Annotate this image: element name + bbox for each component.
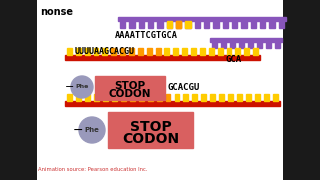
Text: STOP: STOP [115,81,146,91]
Bar [108,112,193,148]
Text: UUUUAAGCACGU: UUUUAAGCACGU [75,47,135,56]
Bar [156,94,162,101]
Bar [244,48,249,55]
Bar [191,48,196,55]
Bar [232,21,237,28]
Bar [239,42,244,48]
Bar [227,48,231,55]
Bar [260,21,265,28]
Text: GCA: GCA [225,55,241,64]
Text: STOP: STOP [130,120,172,134]
Bar [157,21,163,28]
Bar [139,94,144,101]
Bar [148,21,153,28]
Bar [241,21,247,28]
Bar [223,21,228,28]
Bar [176,21,181,28]
Bar [121,94,126,101]
Bar [102,48,107,55]
Bar [67,94,72,101]
Bar [164,48,169,55]
Bar [139,21,144,28]
Bar [85,48,90,55]
Bar [129,48,134,55]
Bar [228,94,233,101]
Text: Phe: Phe [75,84,89,89]
Bar [255,94,260,101]
Bar [213,21,219,28]
Bar [183,94,188,101]
Text: −: − [73,123,83,136]
Bar [111,48,116,55]
Bar [148,94,153,101]
Bar [201,94,206,101]
Bar [273,94,278,101]
Bar [138,48,143,55]
Bar [76,94,81,101]
Bar [173,48,178,55]
Bar [200,48,205,55]
Text: CODON: CODON [109,89,151,99]
Bar [67,48,72,55]
Bar [182,48,187,55]
Bar [246,94,251,101]
Bar [279,21,284,28]
Bar [237,94,242,101]
Bar [174,94,180,101]
Text: GCACGU: GCACGU [168,82,200,91]
Text: Phe: Phe [84,127,100,133]
Bar [185,21,191,28]
Bar [118,17,286,21]
Bar [257,42,262,48]
Bar [93,48,99,55]
Bar [264,94,269,101]
Bar [236,48,240,55]
Bar [167,21,172,28]
Bar [204,21,209,28]
Bar [219,94,224,101]
Bar [65,101,280,106]
Bar [129,21,135,28]
Bar [275,42,280,48]
Bar [120,21,125,28]
Bar [85,94,90,101]
Bar [176,21,181,28]
Bar [112,94,117,101]
Bar [120,48,125,55]
Bar [147,48,152,55]
Bar [210,94,215,101]
Bar [176,21,181,28]
Text: CODON: CODON [122,132,179,146]
Bar [95,76,165,100]
Bar [248,42,253,48]
Bar [251,21,256,28]
Bar [167,21,172,28]
Bar [156,48,161,55]
Bar [192,94,197,101]
Bar [266,42,271,48]
Text: AAAATTCGTGCA: AAAATTCGTGCA [115,31,178,40]
Bar [218,48,222,55]
Circle shape [71,76,93,98]
Bar [165,94,171,101]
Bar [195,21,200,28]
Bar [221,42,226,48]
Bar [103,94,108,101]
Bar [76,48,81,55]
Bar [185,21,191,28]
Bar [253,48,258,55]
Bar [130,94,135,101]
Bar [210,38,282,42]
Bar [209,48,214,55]
Text: nonse: nonse [40,7,73,17]
Bar [94,94,99,101]
Bar [269,21,275,28]
Bar [230,42,235,48]
Text: Animation source: Pearson education Inc.: Animation source: Pearson education Inc. [38,167,148,172]
Circle shape [79,117,105,143]
Text: −: − [65,82,75,92]
Bar [212,42,217,48]
Bar [65,55,260,60]
